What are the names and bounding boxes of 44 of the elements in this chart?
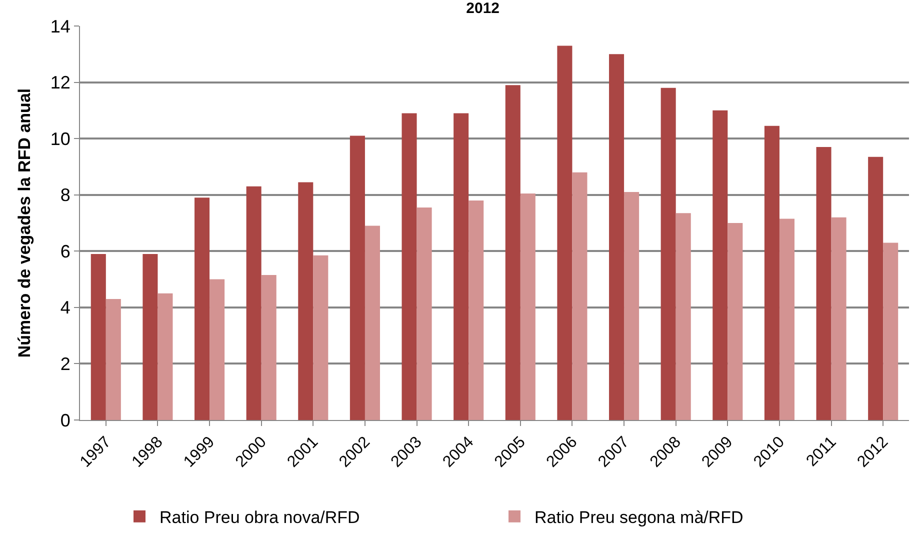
bar [816,147,832,420]
bar [660,88,676,420]
legend-label: Ratio Preu obra nova/RFD [160,508,360,527]
bar [557,46,572,420]
bar [313,255,328,420]
bar [712,110,728,420]
bar [609,54,624,420]
chart-title: 2012 [466,0,500,18]
legend-label: Ratio Preu segona mà/RFD [534,508,744,527]
y-axis-title: Número de vegades la RFD anual [14,88,34,358]
bar [90,254,106,420]
bar [261,275,276,420]
y-tick-label: 12 [50,72,70,93]
bar [779,218,794,420]
bar [520,193,536,420]
bar [468,200,484,420]
bar [210,279,225,420]
bar [883,242,898,420]
bar [572,172,588,420]
y-tick-label: 2 [60,354,70,374]
bar [505,85,520,420]
bar [728,223,743,420]
bar [868,156,884,420]
y-tick-label: 10 [50,128,70,149]
bar [402,113,417,420]
bar [416,208,432,420]
y-tick-label: 0 [60,410,70,430]
y-tick-label: 14 [50,16,70,36]
bar [350,136,365,420]
bar [764,126,780,420]
bar [246,186,262,420]
bar [624,192,640,420]
bar [298,182,314,420]
y-tick-label: 8 [60,185,70,206]
bar [142,254,158,420]
y-tick-label: 6 [60,241,70,262]
bar [676,213,691,420]
bar [158,293,173,420]
bar [194,198,210,420]
bar [831,217,846,420]
bar [364,226,380,420]
bar [454,113,469,420]
y-tick-label: 4 [60,298,70,318]
bar [106,298,121,420]
